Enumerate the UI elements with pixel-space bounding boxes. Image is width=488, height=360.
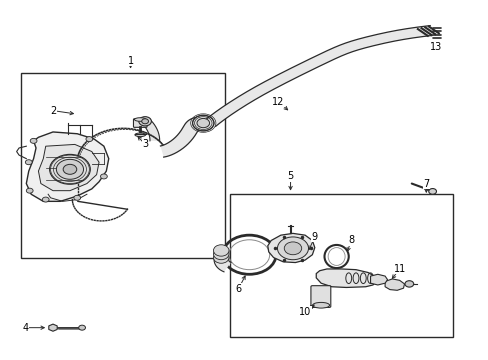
Circle shape (277, 237, 308, 260)
Circle shape (197, 118, 209, 128)
Circle shape (192, 115, 214, 131)
Text: 6: 6 (235, 284, 241, 293)
Circle shape (284, 242, 301, 255)
Polygon shape (385, 279, 404, 290)
Circle shape (79, 325, 85, 330)
Bar (21, 73, 224, 258)
Text: 4: 4 (22, 323, 28, 333)
Polygon shape (26, 132, 108, 201)
Circle shape (26, 188, 33, 193)
Text: 1: 1 (127, 56, 133, 66)
Polygon shape (214, 258, 231, 272)
Text: 3: 3 (142, 139, 148, 149)
Circle shape (139, 117, 151, 126)
Polygon shape (39, 144, 99, 191)
Circle shape (30, 138, 37, 143)
FancyBboxPatch shape (310, 286, 330, 307)
Text: 13: 13 (429, 41, 441, 51)
Circle shape (213, 248, 228, 260)
Circle shape (142, 119, 148, 124)
Ellipse shape (312, 302, 329, 308)
Circle shape (56, 159, 83, 179)
Text: 12: 12 (272, 97, 284, 107)
Polygon shape (316, 269, 376, 288)
Polygon shape (205, 26, 431, 126)
Text: 8: 8 (347, 235, 353, 246)
Circle shape (42, 197, 49, 202)
Bar (229, 194, 452, 337)
Polygon shape (140, 118, 160, 141)
Text: 10: 10 (298, 307, 310, 317)
Polygon shape (267, 233, 314, 262)
Circle shape (74, 195, 81, 200)
Text: 7: 7 (422, 179, 428, 189)
Text: 9: 9 (311, 232, 317, 242)
Circle shape (49, 154, 90, 184)
FancyBboxPatch shape (133, 119, 147, 127)
Circle shape (86, 136, 93, 141)
Circle shape (63, 165, 77, 174)
Polygon shape (160, 117, 204, 157)
Polygon shape (49, 324, 57, 331)
Text: 2: 2 (50, 105, 56, 116)
Text: 11: 11 (393, 264, 405, 274)
Circle shape (428, 189, 436, 194)
Ellipse shape (135, 133, 145, 136)
Ellipse shape (134, 118, 146, 121)
Circle shape (404, 281, 413, 287)
Polygon shape (370, 274, 386, 285)
Circle shape (101, 174, 107, 179)
Circle shape (213, 245, 228, 256)
Circle shape (25, 160, 32, 165)
Circle shape (213, 252, 228, 263)
Text: 5: 5 (287, 171, 293, 181)
